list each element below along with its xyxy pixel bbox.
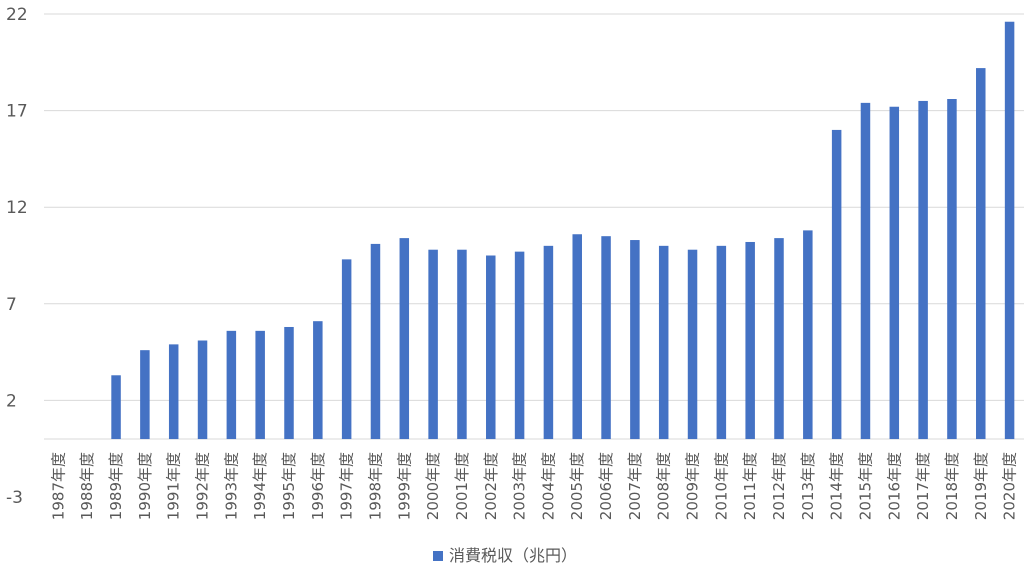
bar — [543, 245, 554, 440]
bar — [601, 236, 611, 440]
x-axis-ticks: 1987年度 1988年度 1989年度 1990年度 1991年度 1992年度 1993… — [49, 452, 1018, 520]
bar — [687, 249, 698, 440]
x-tick-label: 2015年度 — [856, 452, 874, 520]
x-tick-label: 1994年度 — [251, 452, 269, 520]
bar — [226, 330, 237, 440]
x-tick-label: 1997年度 — [338, 452, 356, 520]
legend-swatch — [433, 551, 443, 561]
x-tick-label: 1988年度 — [78, 452, 96, 520]
x-tick-label: 2014年度 — [828, 452, 846, 520]
gridlines — [44, 13, 1024, 440]
bar — [572, 234, 582, 440]
x-tick-label: 1996年度 — [309, 452, 327, 520]
x-tick-label: 2019年度 — [972, 452, 990, 520]
x-tick-label: 2000年度 — [424, 452, 442, 520]
bar — [514, 251, 525, 440]
x-tick-label: 2017年度 — [914, 452, 932, 520]
x-tick-label: 1989年度 — [107, 452, 125, 520]
x-tick-label: 2018年度 — [943, 452, 961, 520]
x-tick-label: 2005年度 — [568, 452, 586, 520]
bar — [716, 245, 727, 440]
bar — [140, 350, 150, 440]
bar — [428, 249, 438, 440]
x-tick-label: 2001年度 — [453, 452, 471, 520]
bar — [284, 326, 294, 440]
x-tick-label: 2011年度 — [741, 452, 759, 520]
x-tick-label: 1987年度 — [49, 452, 67, 520]
bar — [111, 375, 121, 440]
x-tick-label: 2006年度 — [597, 452, 615, 520]
bar — [341, 259, 352, 440]
x-tick-label: 2013年度 — [799, 452, 817, 520]
y-tick-label: 22 — [6, 5, 28, 25]
legend: 消費税収（兆円） — [433, 546, 577, 565]
bar — [889, 106, 900, 440]
x-tick-label: 1991年度 — [165, 452, 183, 520]
x-tick-label: 2007年度 — [626, 452, 644, 520]
bar — [630, 240, 640, 440]
x-tick-label: 1999年度 — [395, 452, 413, 520]
x-tick-label: 1992年度 — [194, 452, 212, 520]
bar — [976, 68, 986, 440]
x-tick-label: 1990年度 — [136, 452, 154, 520]
bar — [370, 243, 381, 440]
x-tick-label: 1998年度 — [366, 452, 384, 520]
bar — [831, 129, 842, 440]
bar — [168, 344, 179, 440]
bar — [399, 238, 410, 440]
bar — [745, 241, 755, 440]
legend-label: 消費税収（兆円） — [449, 546, 577, 565]
x-tick-label: 2004年度 — [539, 452, 557, 520]
y-axis-ticks: 22 17 12 7 2 -3 — [6, 5, 28, 508]
x-tick-label: 2008年度 — [655, 452, 673, 520]
y-tick-label: 7 — [6, 295, 17, 315]
bar — [313, 321, 323, 440]
bar — [255, 330, 265, 440]
bar — [774, 238, 784, 440]
x-tick-label: 2012年度 — [770, 452, 788, 520]
x-tick-label: 2016年度 — [885, 452, 903, 520]
x-tick-label: 2003年度 — [511, 452, 529, 520]
x-tick-label: 2020年度 — [1001, 452, 1019, 520]
x-tick-label: 2002年度 — [482, 452, 500, 520]
bar — [658, 245, 669, 440]
x-tick-label: 2010年度 — [712, 452, 730, 520]
bars — [111, 21, 1015, 440]
bar — [860, 102, 871, 440]
bar — [947, 99, 957, 440]
bar — [803, 230, 813, 440]
bar — [486, 255, 496, 440]
x-tick-label: 1995年度 — [280, 452, 298, 520]
bar — [918, 100, 928, 440]
y-tick-label: 12 — [6, 198, 28, 218]
y-tick-label: 17 — [6, 102, 28, 122]
y-tick-label: -3 — [6, 488, 23, 508]
bar — [1004, 21, 1015, 440]
x-tick-label: 2009年度 — [684, 452, 702, 520]
x-tick-label: 1993年度 — [222, 452, 240, 520]
bar — [197, 340, 208, 440]
y-tick-label: 2 — [6, 391, 17, 411]
bar — [457, 249, 467, 440]
